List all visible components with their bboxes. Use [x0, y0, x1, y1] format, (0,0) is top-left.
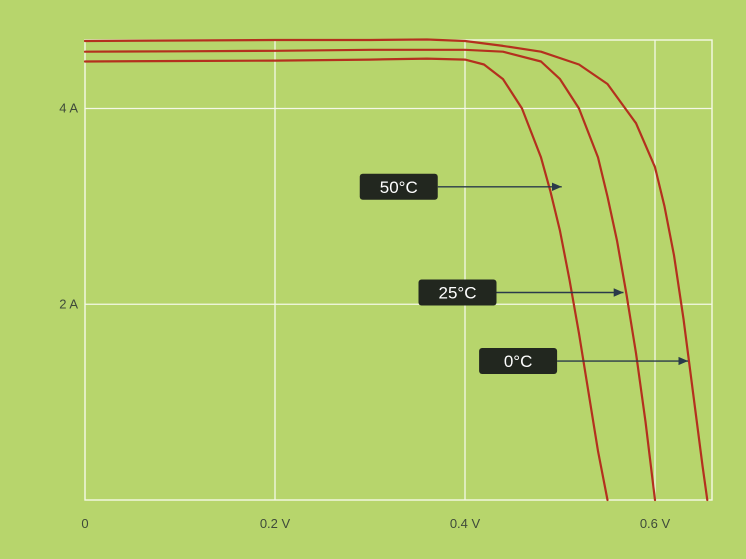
- series-curves: [83, 38, 709, 502]
- series-callout-label-2: 0°C: [504, 352, 533, 371]
- y-tick-label-0: 2 A: [59, 296, 78, 311]
- x-tick-label-3: 0.6 V: [640, 516, 671, 531]
- series-callout-box-1: [418, 279, 497, 306]
- x-tick-label-0: 0: [81, 516, 88, 531]
- series-callout-box-0: [359, 173, 438, 200]
- tick-labels: 0 0.2 V 0.4 V 0.6 V 2 A 4 A: [59, 101, 670, 531]
- y-tick-label-1: 4 A: [59, 101, 78, 116]
- series-callout-label-0: 50°C: [380, 178, 418, 197]
- series-callout-label-1: 25°C: [439, 284, 477, 303]
- series-line-0: [83, 57, 609, 502]
- series-line-1: [83, 48, 657, 502]
- series-callout-box-2: [479, 348, 558, 375]
- series-line-2: [83, 38, 709, 502]
- x-tick-label-2: 0.4 V: [450, 516, 481, 531]
- series-callouts: 50°C 25°C 0°C: [359, 173, 689, 375]
- x-tick-label-1: 0.2 V: [260, 516, 291, 531]
